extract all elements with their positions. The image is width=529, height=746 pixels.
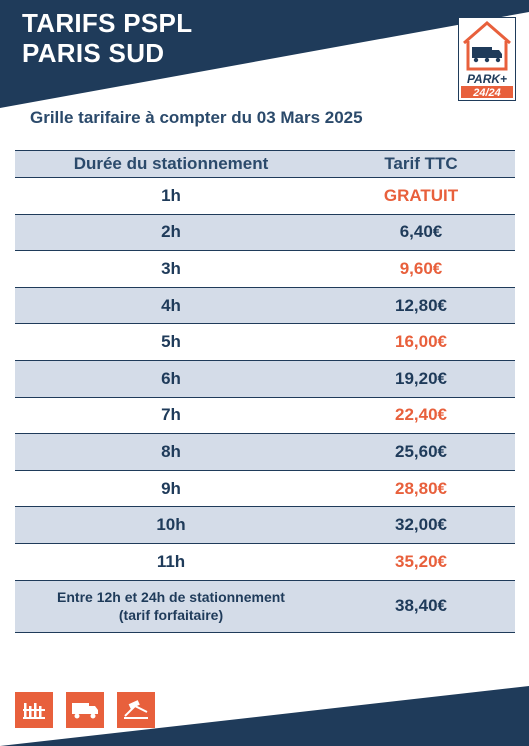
row-price: 22,40€ <box>395 405 447 425</box>
row-price: 19,20€ <box>395 368 447 388</box>
footer-icons <box>15 692 155 728</box>
table-row: 11h 35,20€ <box>15 544 515 581</box>
row-price: 9,60€ <box>399 258 443 278</box>
row-price: 12,80€ <box>395 295 447 315</box>
row-price: 28,80€ <box>395 478 447 498</box>
row-price-flat-rate: 38,40€ <box>395 596 447 616</box>
logo-brand: PARK+ <box>467 72 507 86</box>
table-row: 3h 9,60€ <box>15 251 515 288</box>
table-row: 8h 25,60€ <box>15 434 515 471</box>
row-duration: 3h <box>161 258 181 278</box>
table-row: 4h 12,80€ <box>15 287 515 325</box>
row-price: 32,00€ <box>395 515 447 535</box>
table-row: 2h 6,40€ <box>15 214 515 252</box>
row-duration: 10h <box>156 515 186 535</box>
truck-icon <box>66 692 104 728</box>
table-row: 5h 16,00€ <box>15 324 515 361</box>
row-duration-flat-rate: Entre 12h et 24h de stationnement (tarif… <box>15 588 327 624</box>
column-header-duration: Durée du stationnement <box>73 154 269 173</box>
table-row: 7h 22,40€ <box>15 398 515 435</box>
page-title: TARIFS PSPL PARIS SUD <box>22 8 192 68</box>
table-row: 1h GRATUIT <box>15 178 515 215</box>
ramp-icon <box>117 692 155 728</box>
flat-rate-line-2: (tarif forfaitaire) <box>118 607 224 624</box>
row-duration: 8h <box>161 441 181 461</box>
park-logo: PARK+ 24/24 <box>458 17 516 101</box>
truck-logo-icon <box>472 47 502 63</box>
row-duration: 1h <box>161 185 181 205</box>
barrier-icon <box>15 692 53 728</box>
row-duration: 5h <box>161 332 181 352</box>
row-duration: 2h <box>161 222 181 242</box>
row-price: 35,20€ <box>395 551 447 571</box>
row-duration: 9h <box>161 478 181 498</box>
header-band <box>0 0 529 108</box>
row-duration: 11h <box>156 551 186 571</box>
row-duration: 7h <box>161 405 181 425</box>
row-price: 16,00€ <box>395 332 447 352</box>
row-price: 6,40€ <box>399 222 443 242</box>
table-row: 6h 19,20€ <box>15 360 515 398</box>
table-row: 9h 28,80€ <box>15 471 515 508</box>
title-line-1: TARIFS PSPL <box>22 8 193 38</box>
table-header: Durée du stationnement Tarif TTC <box>15 151 515 178</box>
footer-band <box>0 686 529 746</box>
table-row-flat-rate: Entre 12h et 24h de stationnement (tarif… <box>15 580 515 633</box>
flat-rate-line-1: Entre 12h et 24h de stationnement <box>57 589 285 606</box>
tariff-subtitle: Grille tarifaire à compter du 03 Mars 20… <box>30 108 363 127</box>
row-price: GRATUIT <box>383 185 459 205</box>
table-row: 10h 32,00€ <box>15 507 515 544</box>
tariff-table: Durée du stationnement Tarif TTC 1h GRAT… <box>15 150 515 633</box>
logo-hours: 24/24 <box>472 87 501 99</box>
column-header-price: Tarif TTC <box>384 154 458 173</box>
row-duration: 4h <box>161 295 181 315</box>
row-price: 25,60€ <box>395 441 447 461</box>
row-duration: 6h <box>161 368 181 388</box>
title-line-2: PARIS SUD <box>22 38 165 68</box>
